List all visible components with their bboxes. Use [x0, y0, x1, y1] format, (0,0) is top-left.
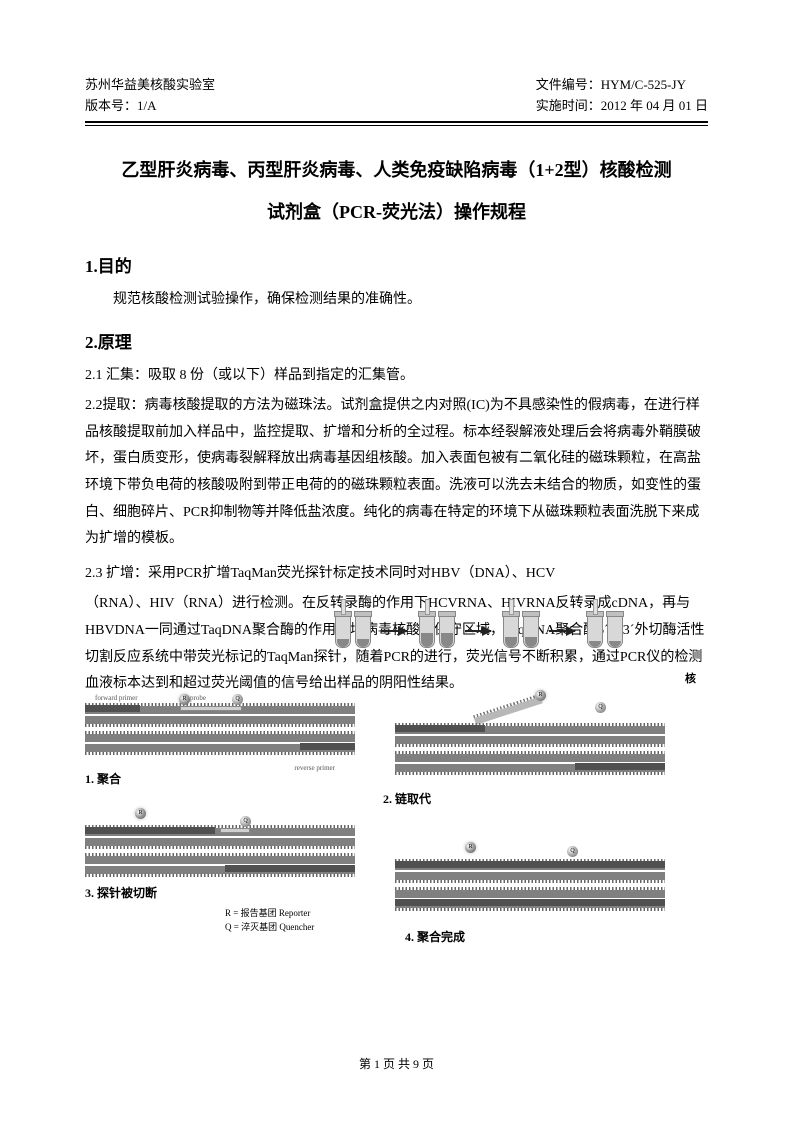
- tube-set-1: [335, 614, 371, 648]
- org-name: 苏州华益美核酸实验室: [85, 75, 215, 96]
- doc-number: 文件编号：HYM/C-525-JY: [536, 75, 708, 96]
- section-2-heading: 2.原理: [85, 328, 708, 353]
- doc-title-line1: 乙型肝炎病毒、丙型肝炎病毒、人类免疫缺陷病毒（1+2型）核酸检测: [85, 154, 708, 186]
- marker-r: R: [179, 694, 190, 705]
- para-2-1: 2.1 汇集：吸取 8 份（或以下）样品到指定的汇集管。: [85, 363, 708, 390]
- caption-4: 4. 聚合完成: [405, 928, 465, 945]
- section-1-heading: 1.目的: [85, 252, 708, 277]
- effective-date: 实施时间：2012 年 04 月 01 日: [536, 96, 708, 117]
- panel-4: R Q: [395, 862, 665, 910]
- panel-1: forward primer probe R Q reverse primer: [85, 706, 355, 754]
- legend-q: Q = 淬灭基团 Quencher: [225, 920, 314, 934]
- doc-header: 苏州华益美核酸实验室 版本号：1/A 文件编号：HYM/C-525-JY 实施时…: [85, 75, 708, 117]
- panel-2: R Q: [395, 726, 665, 774]
- para-2-2: 2.2提取：病毒核酸提取的方法为磁珠法。试剂盒提供之内对照(IC)为不具感染性的…: [85, 393, 708, 553]
- legend: R = 报告基团 Reporter Q = 淬灭基团 Quencher: [225, 906, 314, 935]
- header-rule-thick: [85, 121, 708, 123]
- caption-2: 2. 链取代: [383, 790, 431, 807]
- version: 版本号：1/A: [85, 96, 215, 117]
- arrow-tubes-1: [381, 630, 407, 632]
- label-fwd-primer: forward primer: [95, 694, 138, 702]
- label-probe: probe: [190, 694, 206, 702]
- para-2-3a: 2.3 扩增：采用PCR扩增TaqMan荧光探针标定技术同时对HBV（DNA）、…: [85, 561, 708, 588]
- label-rev-primer: reverse primer: [294, 764, 335, 772]
- caption-3: 3. 探针被切断: [85, 884, 157, 901]
- header-rule-thin: [85, 125, 708, 126]
- arrow-tubes-2: [465, 630, 491, 632]
- caption-1: 1. 聚合: [85, 770, 121, 787]
- tube-set-2: [419, 614, 455, 648]
- cleaved-r: R: [135, 808, 146, 819]
- tube-set-3: [503, 614, 539, 648]
- arrow-tubes-3: [549, 630, 575, 632]
- char-extra: 核: [685, 670, 696, 686]
- legend-r: R = 报告基团 Reporter: [225, 906, 314, 920]
- pcr-diagram: 核 forward primer probe R Q: [85, 706, 708, 996]
- section-1-para: 规范核酸检测试验操作，确保检测结果的准确性。: [85, 287, 708, 314]
- marker-q: Q: [232, 694, 243, 705]
- panel-3: R Q: [85, 828, 355, 876]
- page-footer: 第 1 页 共 9 页: [0, 1055, 793, 1072]
- tube-set-4: [587, 614, 623, 648]
- doc-title-line2: 试剂盒（PCR-荧光法）操作规程: [85, 198, 708, 224]
